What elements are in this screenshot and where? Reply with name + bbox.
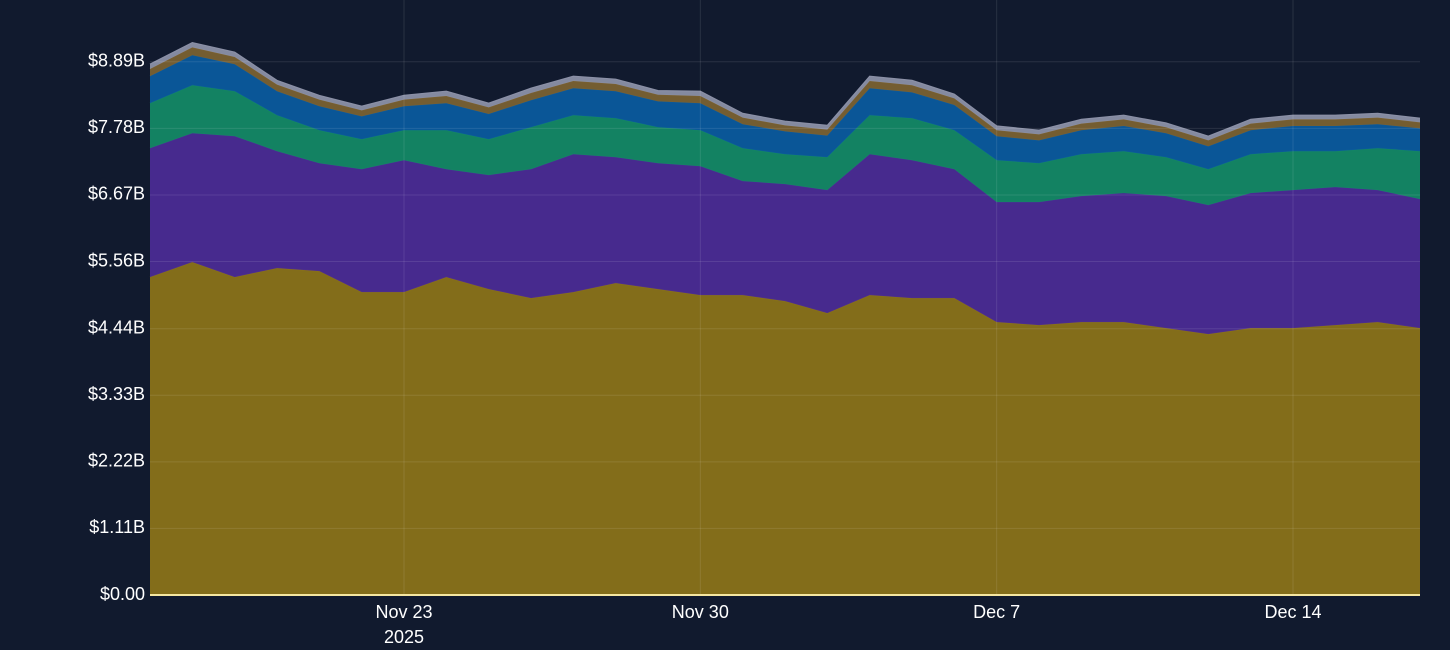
area-fill bbox=[150, 85, 1420, 206]
area-fill bbox=[150, 262, 1420, 595]
y-tick-label: $6.67B bbox=[88, 184, 145, 204]
y-tick-label: $3.33B bbox=[88, 384, 145, 404]
y-tick-label: $4.44B bbox=[88, 317, 145, 337]
x-tick-label: Dec 7 bbox=[973, 602, 1020, 622]
x-tick-label: Nov 30 bbox=[672, 602, 729, 622]
x-tick-label: Nov 23 bbox=[375, 602, 432, 622]
area-fill bbox=[150, 133, 1420, 335]
y-tick-label: $5.56B bbox=[88, 250, 145, 270]
x-year-label: 2025 bbox=[384, 627, 424, 647]
y-tick-label: $2.22B bbox=[88, 451, 145, 471]
area-edge bbox=[149, 41, 1421, 137]
y-tick-label: $1.11B bbox=[89, 517, 145, 537]
y-tick-label: $7.78B bbox=[88, 117, 145, 137]
x-tick-label: Dec 14 bbox=[1264, 602, 1321, 622]
y-tick-label: $8.89B bbox=[88, 51, 145, 71]
area-fill bbox=[150, 55, 1420, 170]
y-tick-label: $0.00 bbox=[100, 584, 145, 604]
